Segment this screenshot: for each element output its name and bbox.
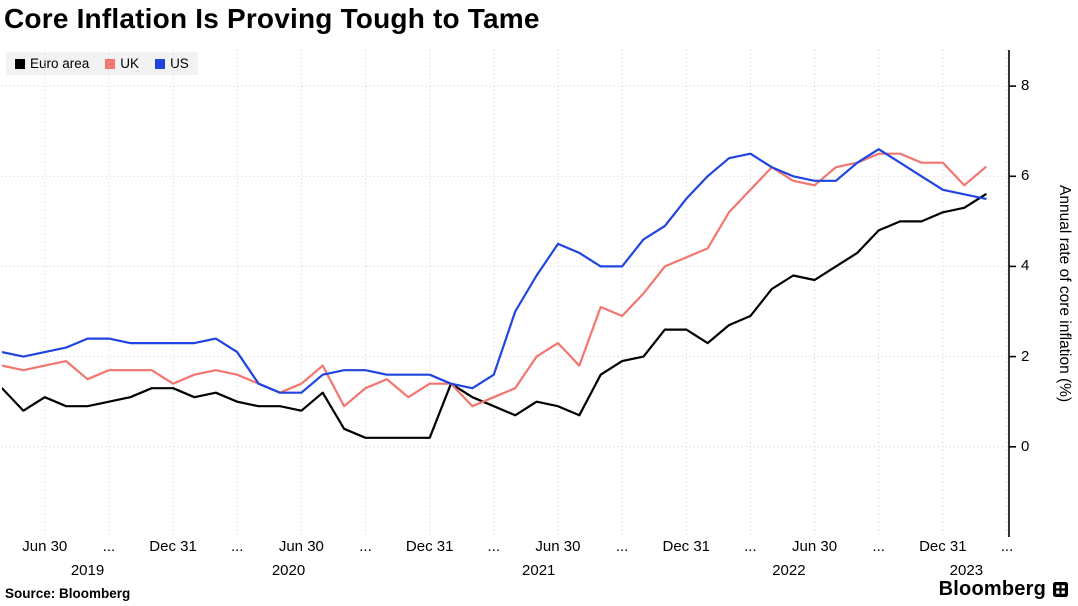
legend-swatch-us xyxy=(155,58,166,69)
series-line-us xyxy=(2,148,987,394)
x-year-label: 2021 xyxy=(522,562,556,579)
x-tick-label: Dec 31 xyxy=(149,538,197,555)
chart-title: Core Inflation Is Proving Tough to Tame xyxy=(4,3,540,34)
bloomberg-brand: Bloomberg xyxy=(939,578,1068,601)
x-year-label: 2020 xyxy=(271,562,306,579)
legend-item-euro-area: Euro area xyxy=(15,56,89,71)
series-line-uk xyxy=(2,152,987,408)
legend-swatch-euro-area xyxy=(15,58,25,69)
x-tick-label: ... xyxy=(615,538,629,555)
x-axis-year-labels: 2019 2020 2021 2022 2023 xyxy=(2,562,1018,582)
legend: Euro area UK US xyxy=(6,52,198,75)
legend-label-us: US xyxy=(170,56,189,71)
x-tick-label: Dec 31 xyxy=(662,538,711,555)
x-tick-label: ... xyxy=(102,538,116,555)
x-axis-tick-labels: Jun 30... Dec 31... Jun 30... Dec 31... Jun … xyxy=(2,538,1018,558)
x-tick-label: ... xyxy=(744,538,757,555)
y-tick-label: 6 xyxy=(1021,167,1030,185)
plot-area xyxy=(2,50,1018,537)
legend-swatch-uk xyxy=(105,58,116,69)
x-tick-label: ... xyxy=(487,538,501,555)
x-year-label: 2023 xyxy=(949,562,984,579)
bloomberg-wordmark: Bloomberg xyxy=(938,578,1046,600)
bloomberg-terminal-icon xyxy=(1053,582,1068,597)
x-tick-label: Jun 30 xyxy=(22,538,68,555)
x-tick-label: ... xyxy=(230,538,244,555)
legend-label-euro-area: Euro area xyxy=(30,56,90,71)
series-line-euro-area xyxy=(2,193,987,439)
legend-label-uk: UK xyxy=(120,56,140,71)
x-year-label: 2022 xyxy=(772,562,806,579)
legend-item-us: US xyxy=(155,56,189,71)
x-tick-label: Dec 31 xyxy=(405,538,454,555)
x-tick-label: Jun 30 xyxy=(792,538,838,555)
y-axis-tick-labels: 0 2 4 6 8 xyxy=(1021,50,1063,537)
x-year-label: 2019 xyxy=(70,562,105,579)
legend-item-uk: UK xyxy=(105,56,139,71)
x-tick-label: ... xyxy=(1000,538,1014,555)
y-axis-title: Annual rate of core inflation (%) xyxy=(1056,184,1073,403)
chart-svg xyxy=(2,50,1016,537)
x-tick-label: ... xyxy=(872,538,885,555)
y-tick-label: 0 xyxy=(1021,437,1030,455)
x-tick-label: ... xyxy=(359,538,372,555)
y-tick-label: 2 xyxy=(1021,347,1030,365)
x-tick-label: Jun 30 xyxy=(535,538,581,555)
x-tick-label: Jun 30 xyxy=(278,538,324,555)
source-text: Source: Bloomberg xyxy=(5,586,131,601)
x-tick-label: Dec 31 xyxy=(919,538,967,555)
y-tick-label: 4 xyxy=(1021,257,1030,275)
y-tick-label: 8 xyxy=(1021,77,1030,95)
